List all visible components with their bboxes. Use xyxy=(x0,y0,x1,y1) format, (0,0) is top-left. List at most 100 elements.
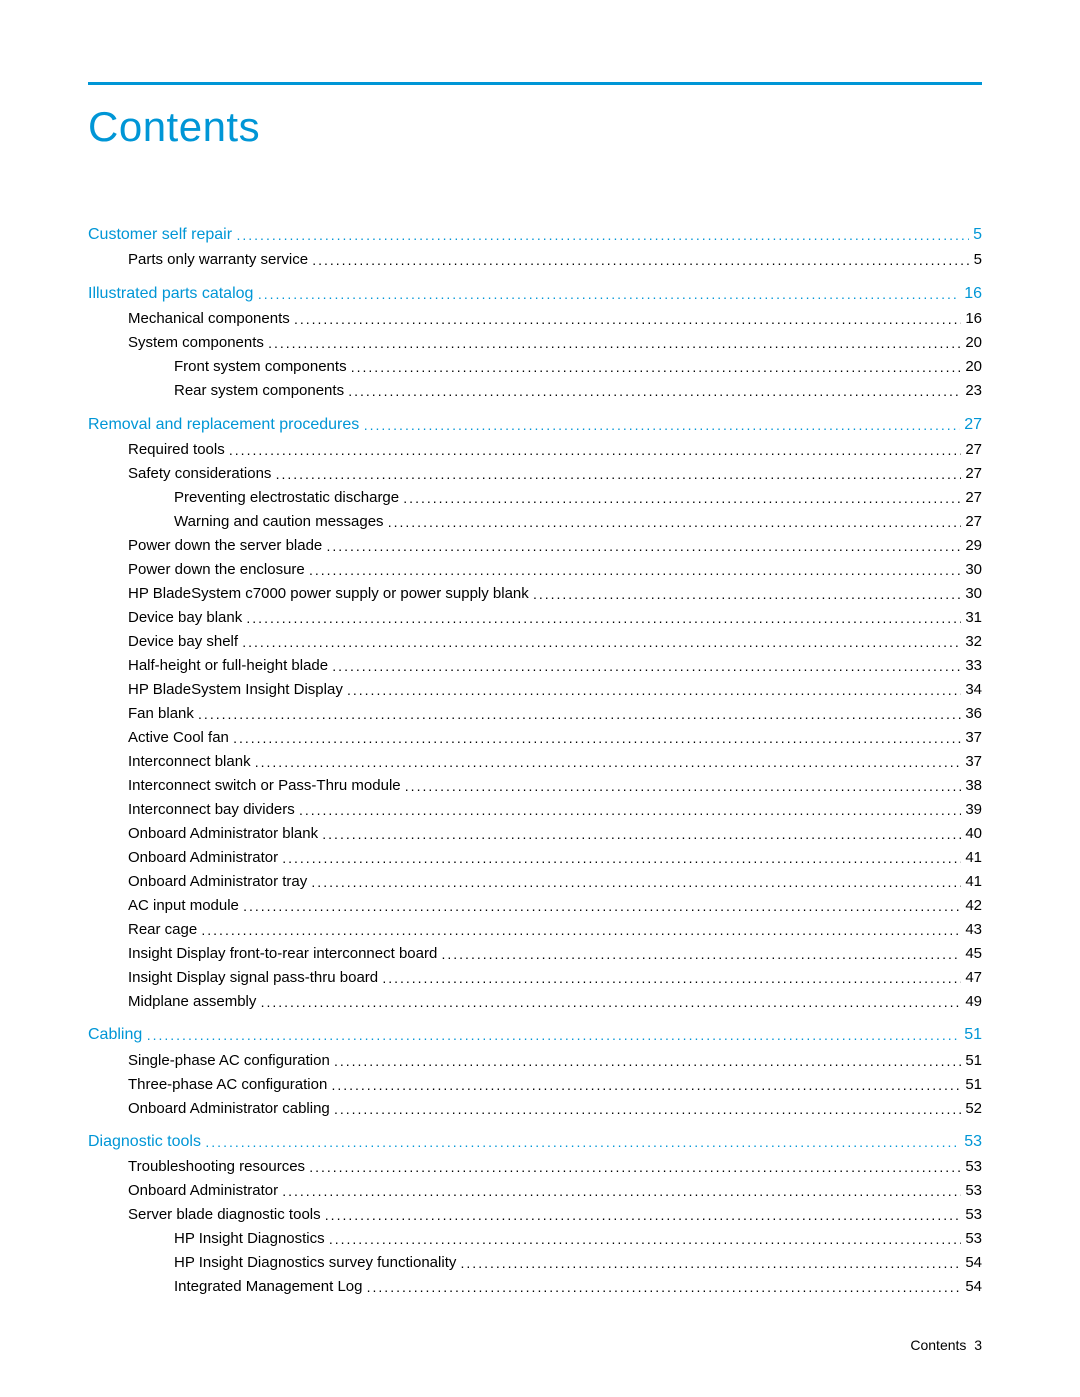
toc-leader xyxy=(367,1278,962,1296)
toc-leader xyxy=(243,897,961,915)
toc-item-label: Required tools xyxy=(128,440,229,460)
toc-item-link[interactable]: Device bay blank 31 xyxy=(88,608,982,628)
toc-leader xyxy=(294,310,961,328)
toc-item-page: 41 xyxy=(961,872,982,892)
toc-item-label: Insight Display front-to-rear interconne… xyxy=(128,944,442,964)
toc-leader xyxy=(309,561,961,579)
toc-item-label: HP BladeSystem Insight Display xyxy=(128,680,347,700)
toc-item-link[interactable]: Interconnect blank 37 xyxy=(88,752,982,772)
toc-item-label: Device bay shelf xyxy=(128,632,242,652)
toc-item-link[interactable]: Half-height or full-height blade 33 xyxy=(88,656,982,676)
toc-item-link[interactable]: HP BladeSystem c7000 power supply or pow… xyxy=(88,584,982,604)
toc-item-page: 39 xyxy=(961,800,982,820)
toc-item-link[interactable]: Preventing electrostatic discharge 27 xyxy=(88,488,982,508)
toc-item-label: Onboard Administrator cabling xyxy=(128,1099,334,1119)
toc-item-link[interactable]: HP Insight Diagnostics 53 xyxy=(88,1229,982,1249)
toc-section-link[interactable]: Illustrated parts catalog 16 xyxy=(88,284,982,305)
toc-item-page: 53 xyxy=(961,1157,982,1177)
toc-leader xyxy=(261,993,962,1011)
toc-section-link[interactable]: Cabling 51 xyxy=(88,1025,982,1046)
toc-item-label: System components xyxy=(128,333,268,353)
toc-item-link[interactable]: Mechanical components 16 xyxy=(88,309,982,329)
toc-item-link[interactable]: HP Insight Diagnostics survey functional… xyxy=(88,1253,982,1273)
toc-item-link[interactable]: Onboard Administrator tray 41 xyxy=(88,872,982,892)
toc-leader xyxy=(299,801,961,819)
toc-item-link[interactable]: Rear cage 43 xyxy=(88,920,982,940)
toc-item-label: HP Insight Diagnostics xyxy=(174,1229,329,1249)
toc-item-page: 37 xyxy=(961,728,982,748)
toc-item-link[interactable]: Onboard Administrator 53 xyxy=(88,1181,982,1201)
toc-item-link[interactable]: AC input module 42 xyxy=(88,896,982,916)
toc-section-page: 16 xyxy=(960,284,982,305)
toc-item-link[interactable]: Interconnect switch or Pass-Thru module … xyxy=(88,776,982,796)
toc-section-link[interactable]: Removal and replacement procedures 27 xyxy=(88,415,982,436)
toc-section-page: 27 xyxy=(960,415,982,436)
toc-item-link[interactable]: Warning and caution messages 27 xyxy=(88,512,982,532)
toc-item-link[interactable]: Front system components 20 xyxy=(88,357,982,377)
toc-item-page: 32 xyxy=(961,632,982,652)
toc-item-link[interactable]: Onboard Administrator cabling 52 xyxy=(88,1099,982,1119)
toc-item-label: Insight Display signal pass-thru board xyxy=(128,968,382,988)
toc-item-link[interactable]: Single-phase AC configuration 51 xyxy=(88,1051,982,1071)
top-rule xyxy=(88,82,982,85)
toc-item-page: 20 xyxy=(961,333,982,353)
toc-item-link[interactable]: Troubleshooting resources 53 xyxy=(88,1157,982,1177)
toc-item-page: 45 xyxy=(961,944,982,964)
toc-item-label: Half-height or full-height blade xyxy=(128,656,332,676)
toc-item-label: Midplane assembly xyxy=(128,992,261,1012)
toc-item-link[interactable]: Parts only warranty service 5 xyxy=(88,250,982,270)
toc-item-page: 34 xyxy=(961,680,982,700)
toc-section-link[interactable]: Customer self repair 5 xyxy=(88,225,982,246)
toc-item-link[interactable]: Integrated Management Log 54 xyxy=(88,1277,982,1297)
toc-item-link[interactable]: Power down the server blade 29 xyxy=(88,536,982,556)
toc-item-page: 53 xyxy=(961,1229,982,1249)
toc-leader xyxy=(229,441,961,459)
toc-item-link[interactable]: Rear system components 23 xyxy=(88,381,982,401)
toc-item-link[interactable]: Interconnect bay dividers 39 xyxy=(88,800,982,820)
toc-item-label: Fan blank xyxy=(128,704,198,724)
toc-section-page: 51 xyxy=(960,1025,982,1046)
toc-item-page: 43 xyxy=(961,920,982,940)
toc-item-page: 30 xyxy=(961,560,982,580)
toc-item-label: Onboard Administrator blank xyxy=(128,824,322,844)
toc-item-link[interactable]: Onboard Administrator blank 40 xyxy=(88,824,982,844)
toc-item-label: Server blade diagnostic tools xyxy=(128,1205,325,1225)
toc-leader xyxy=(233,729,961,747)
toc-leader xyxy=(282,849,961,867)
toc-item-link[interactable]: Insight Display front-to-rear interconne… xyxy=(88,944,982,964)
page-title: Contents xyxy=(88,103,982,151)
toc-leader xyxy=(347,681,961,699)
toc-item-link[interactable]: Onboard Administrator 41 xyxy=(88,848,982,868)
toc-item-page: 29 xyxy=(961,536,982,556)
toc-section-link[interactable]: Diagnostic tools 53 xyxy=(88,1132,982,1153)
toc-item-link[interactable]: Active Cool fan 37 xyxy=(88,728,982,748)
toc-item-link[interactable]: Power down the enclosure 30 xyxy=(88,560,982,580)
toc-leader xyxy=(405,777,962,795)
toc-leader xyxy=(322,825,961,843)
toc-item-link[interactable]: Safety considerations 27 xyxy=(88,464,982,484)
toc-item-link[interactable]: Server blade diagnostic tools 53 xyxy=(88,1205,982,1225)
toc-section-label: Removal and replacement procedures xyxy=(88,415,364,436)
toc-leader xyxy=(442,945,962,963)
toc-item-link[interactable]: Required tools 27 xyxy=(88,440,982,460)
page-footer: Contents 3 xyxy=(910,1337,982,1353)
toc-item-page: 41 xyxy=(961,848,982,868)
toc-item-label: Mechanical components xyxy=(128,309,294,329)
toc-item-page: 53 xyxy=(961,1181,982,1201)
toc-item-link[interactable]: Device bay shelf 32 xyxy=(88,632,982,652)
footer-page: 3 xyxy=(974,1337,982,1353)
toc-item-link[interactable]: Midplane assembly 49 xyxy=(88,992,982,1012)
toc-leader xyxy=(403,489,961,507)
toc-item-label: Interconnect blank xyxy=(128,752,255,772)
toc-item-page: 51 xyxy=(961,1075,982,1095)
toc-item-label: Rear cage xyxy=(128,920,201,940)
toc-item-link[interactable]: Three-phase AC configuration 51 xyxy=(88,1075,982,1095)
toc-item-page: 49 xyxy=(961,992,982,1012)
toc-item-link[interactable]: Fan blank 36 xyxy=(88,704,982,724)
toc-item-link[interactable]: System components 20 xyxy=(88,333,982,353)
toc-item-page: 51 xyxy=(961,1051,982,1071)
toc-item-link[interactable]: HP BladeSystem Insight Display 34 xyxy=(88,680,982,700)
toc-item-label: Safety considerations xyxy=(128,464,276,484)
toc-item-page: 40 xyxy=(961,824,982,844)
toc-item-link[interactable]: Insight Display signal pass-thru board 4… xyxy=(88,968,982,988)
